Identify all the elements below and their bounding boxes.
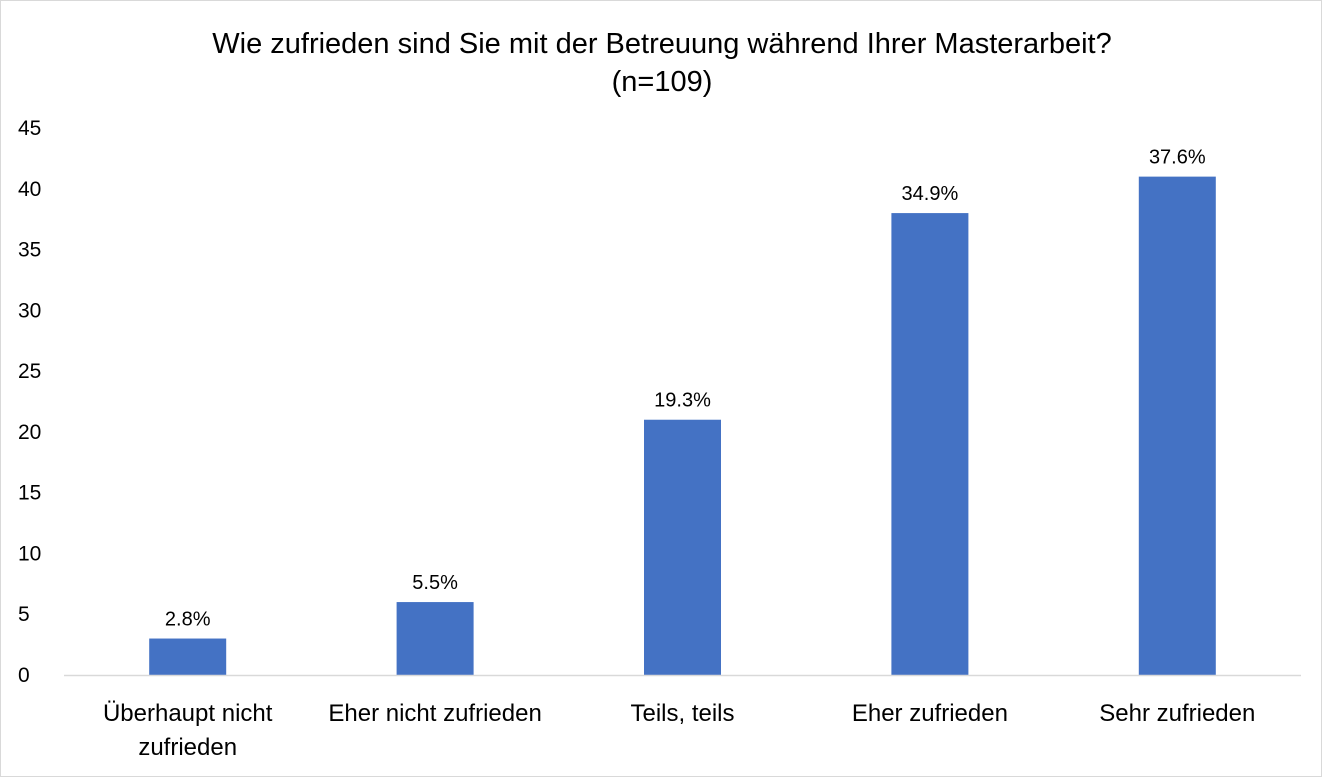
bar (1138, 176, 1216, 675)
bar (149, 638, 227, 675)
y-tick-label: 25 (18, 360, 41, 383)
data-label: 2.8% (165, 609, 211, 631)
y-tick-label: 10 (18, 542, 41, 565)
y-tick-label: 30 (18, 299, 41, 322)
bar (644, 419, 721, 675)
y-tick-label: 40 (18, 178, 41, 201)
bar (891, 213, 969, 676)
x-tick-label: Teils, teils (630, 700, 734, 727)
data-label: 19.3% (654, 390, 711, 412)
x-tick-label: Überhaupt nicht (103, 700, 273, 727)
bar (396, 602, 474, 675)
data-label: 34.9% (902, 183, 959, 205)
y-tick-label: 35 (18, 239, 41, 262)
chart-subtitle: (n=109) (611, 66, 713, 98)
x-tick-label: Sehr zufrieden (1099, 700, 1255, 727)
data-label: 37.6% (1149, 147, 1206, 169)
x-tick-label: zufrieden (138, 734, 237, 761)
y-tick-label: 0 (18, 664, 30, 687)
y-tick-label: 15 (18, 482, 41, 505)
chart-title: Wie zufrieden sind Sie mit der Betreuung… (212, 28, 1112, 60)
data-label: 5.5% (412, 572, 458, 594)
y-tick-label: 5 (18, 603, 30, 626)
y-tick-label: 45 (18, 117, 41, 140)
y-tick-label: 20 (18, 421, 41, 444)
x-tick-label: Eher zufrieden (852, 700, 1008, 727)
x-tick-label: Eher nicht zufrieden (328, 700, 541, 727)
